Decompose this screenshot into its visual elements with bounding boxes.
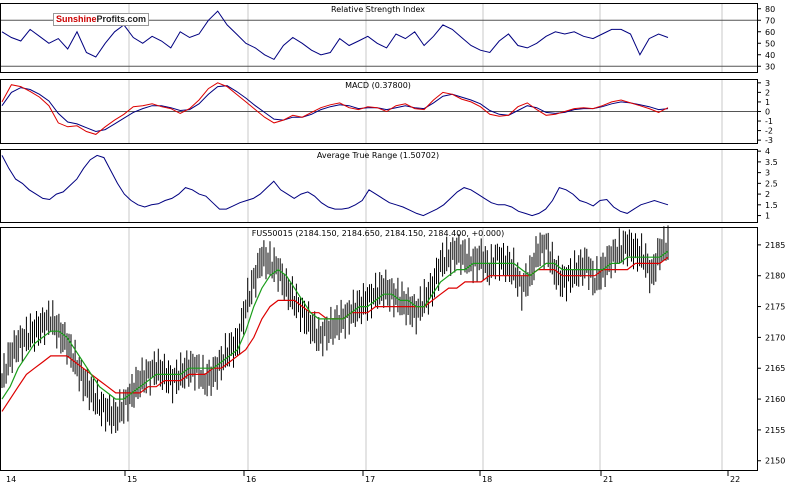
logo-part2: Profits: [96, 14, 126, 24]
y-tick-label: 2170: [765, 333, 785, 342]
y-tick-label: 2180: [765, 272, 785, 281]
panel-title: FUS50015 (2184.150, 2184.650, 2184.150, …: [252, 229, 504, 238]
y-tick-label: 4: [765, 147, 770, 156]
y-tick-label: 2165: [765, 364, 785, 373]
y-tick-label: 2.5: [765, 179, 778, 188]
y-tick-label: 30: [765, 62, 775, 71]
x-tick-label: 14: [6, 475, 16, 484]
y-tick-label: -2: [765, 127, 773, 136]
logo-part3: .com: [125, 14, 147, 24]
x-tick-label: 22: [730, 475, 740, 484]
y-tick-label: 0: [765, 107, 770, 116]
y-tick-label: 1.5: [765, 201, 778, 210]
y-tick-label: 2: [765, 190, 770, 199]
atr-line: [1, 154, 669, 217]
macd-line: [1, 82, 669, 135]
moving-average-fast: [1, 250, 669, 400]
y-tick-label: -3: [765, 136, 773, 145]
y-tick-label: 3: [765, 169, 770, 178]
y-tick-label: 2150: [765, 457, 785, 466]
y-tick-label: 40: [765, 51, 775, 60]
x-tick-label: 15: [127, 475, 137, 484]
rsi-line: [1, 10, 669, 61]
y-tick-label: 80: [765, 5, 775, 14]
y-tick-label: 70: [765, 16, 775, 25]
x-tick-label: 21: [603, 475, 613, 484]
y-tick-label: 2155: [765, 426, 785, 435]
y-tick-label: 2160: [765, 395, 785, 404]
panel-title: Average True Range (1.50702): [317, 151, 439, 160]
y-tick-label: 1: [765, 98, 770, 107]
x-tick-label: 18: [482, 475, 492, 484]
y-tick-label: -1: [765, 117, 773, 126]
logo-part1: Sunshine: [56, 14, 97, 24]
x-tick-label: 16: [246, 475, 256, 484]
panel-title: Relative Strength Index: [331, 5, 425, 14]
y-tick-label: 2185: [765, 241, 785, 250]
y-tick-label: 50: [765, 39, 775, 48]
y-tick-label: 3.5: [765, 158, 778, 167]
y-tick-label: 1: [765, 212, 770, 221]
panel-title: MACD (0.37800): [345, 81, 411, 90]
y-tick-label: 3: [765, 79, 770, 88]
y-tick-label: 2175: [765, 303, 785, 312]
panel-frame: [0, 149, 758, 223]
y-tick-label: 60: [765, 28, 775, 37]
panel-frame: [0, 227, 758, 471]
x-tick-label: 17: [365, 475, 375, 484]
y-tick-label: 2: [765, 88, 770, 97]
macd-signal-line: [1, 85, 669, 133]
logo: SunshineProfits.com: [53, 13, 150, 26]
